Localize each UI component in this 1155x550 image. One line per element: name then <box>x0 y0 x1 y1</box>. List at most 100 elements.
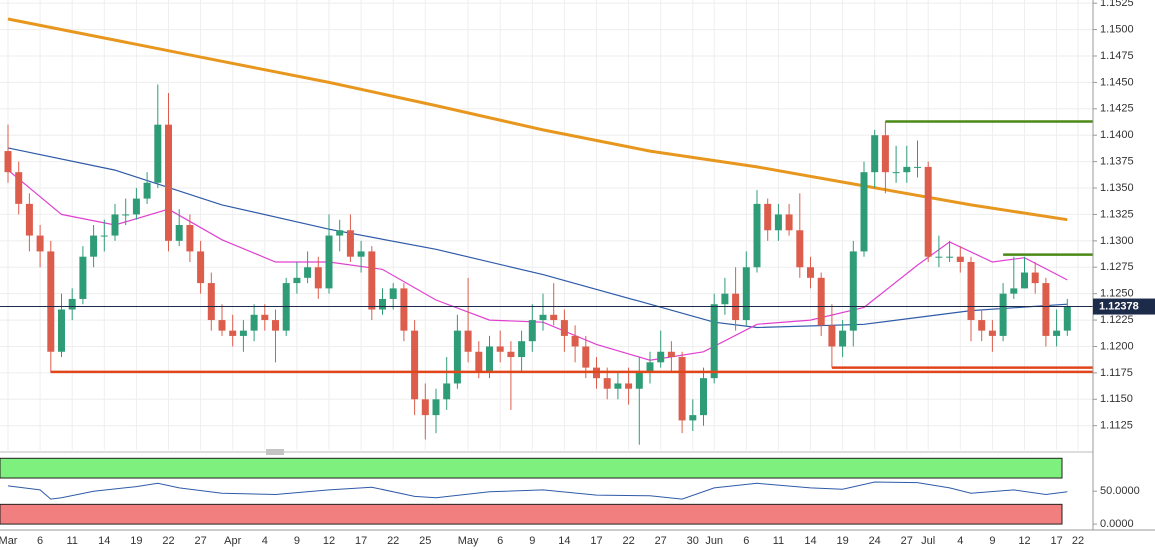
candle-body <box>58 309 65 352</box>
candle-body <box>560 320 568 336</box>
candle-body <box>978 320 986 331</box>
candle-body <box>175 225 183 241</box>
x-tick-label: 24 <box>869 535 881 547</box>
y-tick-label: 1.1225 <box>1100 314 1134 326</box>
candle-body <box>218 320 226 331</box>
candle-body <box>828 325 836 347</box>
candle-body <box>507 351 515 358</box>
x-tick-label: 25 <box>419 535 431 547</box>
candle-body <box>817 277 825 326</box>
candle-body <box>914 166 921 168</box>
candle-body <box>475 351 483 373</box>
x-tick-label: 22 <box>1072 535 1084 547</box>
candle-body <box>967 261 975 321</box>
x-tick-label: 12 <box>323 535 335 547</box>
x-tick-label: 22 <box>162 535 174 547</box>
y-tick-label: 1.1525 <box>1100 0 1134 9</box>
candle-body <box>4 151 12 173</box>
x-tick-label: 14 <box>804 535 816 547</box>
candle-body <box>1021 272 1028 289</box>
candle-body <box>807 267 814 278</box>
price-panel <box>0 0 1097 450</box>
y-tick-label: 1.1275 <box>1100 261 1134 273</box>
candle-body <box>721 293 729 305</box>
y-tick-label: 1.1400 <box>1100 129 1134 141</box>
candle-body <box>999 293 1007 336</box>
candle-body <box>36 235 44 252</box>
candle-body <box>443 383 451 400</box>
candle-body <box>111 214 119 236</box>
x-tick-label: Jun <box>705 535 723 547</box>
candle-body <box>603 378 611 389</box>
panel-resize-handle[interactable] <box>266 449 284 455</box>
candle-body <box>988 330 996 336</box>
indicator-y-tick-label: 0.0000 <box>1100 518 1134 530</box>
candle-body <box>186 225 194 252</box>
candle-body <box>518 341 526 358</box>
y-tick-label: 1.1500 <box>1100 23 1134 35</box>
candle-body <box>539 314 547 321</box>
x-tick-label: 22 <box>387 535 399 547</box>
candle-body <box>700 378 707 416</box>
candle-body <box>432 399 440 416</box>
candle-body <box>25 203 33 236</box>
candle-body <box>946 256 954 258</box>
candle-body <box>79 256 87 299</box>
candle-body <box>272 320 279 331</box>
y-tick-label: 1.1300 <box>1100 235 1134 247</box>
x-tick-label: Jul <box>921 535 935 547</box>
candle-body <box>956 256 964 262</box>
candle-body <box>935 256 943 258</box>
y-tick-label: 1.1175 <box>1100 367 1133 379</box>
indicator-zone <box>0 457 1063 479</box>
x-tick-label: 17 <box>1050 535 1062 547</box>
candle-body <box>68 298 76 310</box>
x-tick-label: Apr <box>224 535 241 547</box>
candle-body <box>785 214 793 231</box>
y-tick-label: 1.1350 <box>1100 182 1134 194</box>
candle-body <box>293 277 301 284</box>
candle-body <box>1063 306 1071 331</box>
x-tick-label: 4 <box>262 535 268 547</box>
candle-body <box>678 357 686 421</box>
candle-body <box>571 335 579 347</box>
x-tick-label: 17 <box>355 535 367 547</box>
candle-body <box>614 383 622 389</box>
candle-body <box>389 288 397 299</box>
candle-body <box>625 383 633 389</box>
indicator-zone <box>0 503 1063 525</box>
candle-body <box>346 230 354 257</box>
candle-body <box>453 330 461 384</box>
x-tick-label: May <box>458 535 479 547</box>
indicator-line <box>7 481 1068 500</box>
candle-body <box>903 166 911 173</box>
candle-body <box>710 304 718 379</box>
x-tick-label: 9 <box>294 535 300 547</box>
x-tick-label: 14 <box>558 535 570 547</box>
candle-body <box>871 135 879 173</box>
x-tick-label: 19 <box>130 535 142 547</box>
x-tick-label: 11 <box>66 535 77 547</box>
candle-body <box>924 166 932 257</box>
candle-body <box>47 251 55 352</box>
candle-body <box>132 198 140 215</box>
candle-body <box>400 288 408 331</box>
indicator-y-tick-label: 50.0000 <box>1100 485 1140 497</box>
y-tick-label: 1.1450 <box>1100 76 1134 88</box>
x-tick-label: 9 <box>529 535 535 547</box>
x-tick-label: 6 <box>743 535 749 547</box>
candle-body <box>250 314 258 331</box>
candle-body <box>368 251 376 310</box>
candle-body <box>1031 272 1039 284</box>
moving-average-line <box>7 147 1068 329</box>
candle-body <box>849 251 857 331</box>
candle-body <box>646 362 654 373</box>
x-tick-label: 14 <box>98 535 110 547</box>
candle-body <box>753 203 761 268</box>
candle-body <box>496 346 504 352</box>
x-tick-label: 6 <box>37 535 43 547</box>
candle-body <box>486 346 493 373</box>
candle-body <box>1053 330 1061 336</box>
y-tick-label: 1.1250 <box>1100 288 1134 300</box>
